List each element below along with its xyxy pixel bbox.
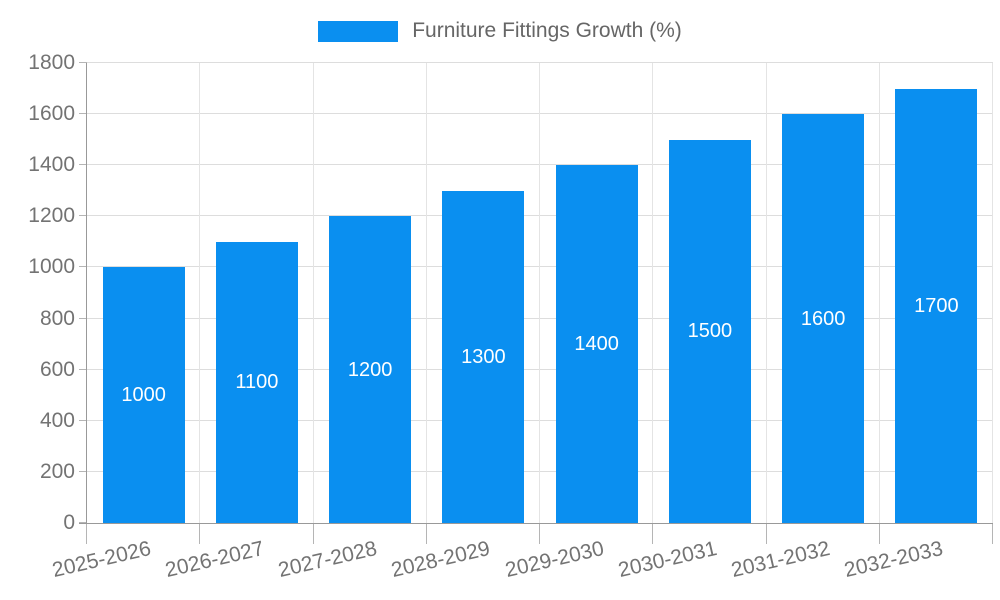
bar bbox=[215, 241, 298, 523]
gridline-vertical bbox=[199, 63, 201, 523]
gridline-vertical bbox=[312, 63, 314, 523]
gridline-horizontal bbox=[87, 470, 993, 472]
bar-value-label: 1700 bbox=[914, 294, 959, 317]
y-axis-tick-label: 1400 bbox=[28, 153, 75, 177]
y-axis-tick-label: 400 bbox=[39, 408, 75, 432]
bar bbox=[102, 267, 185, 523]
gridline-vertical bbox=[878, 63, 880, 523]
bar bbox=[329, 216, 412, 523]
gridline-horizontal bbox=[87, 266, 993, 268]
legend: Furniture Fittings Growth (%) bbox=[0, 19, 1000, 43]
x-axis-line bbox=[79, 523, 993, 524]
gridline-horizontal bbox=[87, 113, 993, 115]
bar-value-label: 1000 bbox=[121, 384, 166, 407]
y-axis-tick-label: 1200 bbox=[28, 204, 75, 228]
x-axis-tick bbox=[652, 523, 654, 544]
x-axis-tick bbox=[86, 523, 87, 544]
y-axis-tick bbox=[79, 113, 87, 115]
bar-value-label: 1200 bbox=[347, 358, 393, 381]
y-axis-tick bbox=[79, 522, 87, 523]
x-axis-tick bbox=[425, 523, 427, 544]
x-axis-tick bbox=[199, 523, 201, 544]
bar-value-label: 1100 bbox=[235, 371, 279, 394]
y-axis-tick-label: 1000 bbox=[28, 255, 75, 279]
y-axis-tick-label: 0 bbox=[63, 511, 75, 534]
gridline-vertical bbox=[652, 63, 654, 523]
x-axis-tick bbox=[992, 523, 993, 544]
legend-swatch bbox=[318, 20, 399, 42]
bar-value-label: 1400 bbox=[574, 333, 619, 356]
gridline-horizontal bbox=[87, 368, 993, 370]
y-axis-tick-label: 200 bbox=[39, 459, 75, 483]
bar bbox=[442, 190, 525, 523]
y-axis-tick bbox=[79, 164, 87, 166]
bar bbox=[555, 165, 638, 523]
gridline-vertical bbox=[765, 63, 767, 523]
bar bbox=[895, 88, 978, 523]
y-axis-tick bbox=[79, 419, 87, 421]
x-axis-tick bbox=[765, 523, 767, 544]
gridline-horizontal bbox=[87, 215, 993, 217]
y-axis-tick-label: 1600 bbox=[28, 102, 75, 126]
bar-value-label: 1500 bbox=[687, 320, 733, 343]
y-axis-tick bbox=[79, 470, 87, 472]
y-axis-line bbox=[86, 63, 87, 523]
gridline-horizontal bbox=[87, 419, 993, 421]
y-axis-tick-label: 1800 bbox=[28, 51, 75, 74]
x-axis-tick bbox=[878, 523, 880, 544]
x-axis-tick bbox=[539, 523, 540, 544]
bar bbox=[668, 139, 751, 523]
x-axis-tick bbox=[312, 523, 314, 544]
gridline-vertical bbox=[992, 63, 993, 523]
y-axis-tick bbox=[79, 266, 87, 268]
y-axis-tick bbox=[79, 317, 87, 319]
gridline-horizontal bbox=[87, 164, 993, 166]
gridline-horizontal bbox=[87, 62, 993, 63]
y-axis-tick bbox=[79, 215, 87, 217]
y-axis-tick-label: 800 bbox=[39, 306, 75, 330]
y-axis-tick bbox=[79, 368, 87, 370]
gridline-horizontal bbox=[87, 317, 993, 319]
gridline-vertical bbox=[425, 63, 427, 523]
gridline-vertical bbox=[539, 63, 540, 523]
legend-label: Furniture Fittings Growth (%) bbox=[412, 19, 682, 42]
y-axis-tick-label: 600 bbox=[39, 357, 75, 381]
y-axis-tick bbox=[79, 62, 87, 63]
bar-value-label: 1300 bbox=[461, 345, 506, 368]
bar-value-label: 1600 bbox=[800, 307, 846, 330]
bar bbox=[782, 114, 865, 523]
